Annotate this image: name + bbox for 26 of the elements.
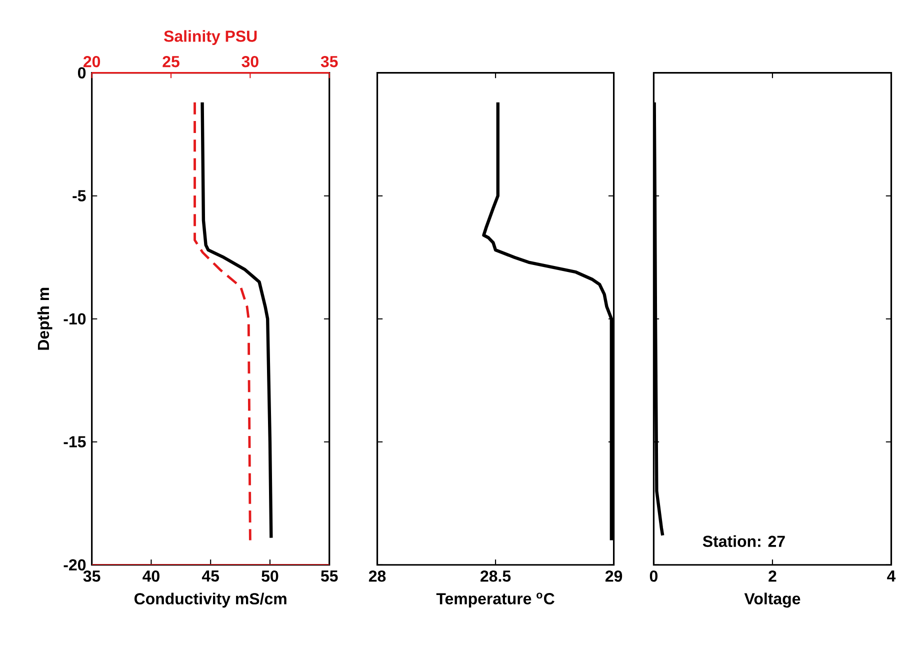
x-tick-label: 45 [202, 570, 220, 582]
annotation: Station: 27 [702, 535, 785, 548]
y-tick-label: -15 [64, 436, 86, 448]
x2-tick-label: 30 [242, 56, 258, 68]
y-tick-label: -10 [64, 313, 86, 325]
x2-tick-label: 35 [320, 56, 338, 68]
x-tick-label: 35 [83, 570, 100, 582]
x-tick-label: 29 [605, 570, 622, 582]
x-tick-label: 2 [768, 570, 776, 582]
y-tick-label: -5 [72, 190, 86, 202]
x-axis-title: Temperature $^{o}$C [436, 592, 554, 608]
y-tick-label: -20 [64, 559, 86, 571]
x-axis-title: Conductivity mS/cm [134, 592, 286, 608]
y-tick-label: 0 [78, 67, 86, 79]
x-tick-label: 40 [142, 570, 160, 582]
x-tick-label: 4 [887, 570, 896, 582]
x-tick-label: 28.5 [480, 570, 511, 582]
x2-axis-title: Salinity PSU [164, 30, 257, 46]
x-tick-label: 28 [368, 570, 386, 582]
x-tick-label: 0 [650, 570, 658, 582]
x-tick-label: 55 [320, 570, 338, 582]
y-axis-title: Depth m [37, 288, 52, 350]
x2-tick-label: 25 [162, 56, 180, 68]
x-axis-title: Voltage [744, 592, 800, 608]
x-tick-label: 50 [262, 570, 278, 582]
x2-tick-label: 20 [84, 56, 100, 68]
